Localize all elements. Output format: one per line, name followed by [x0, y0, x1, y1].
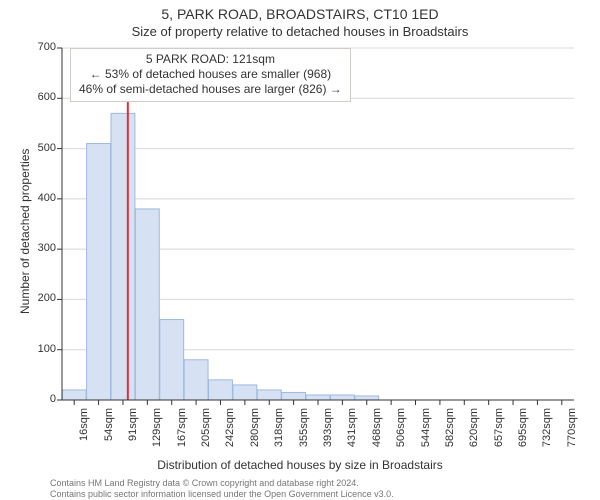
- y-tick-label: 500: [28, 142, 56, 154]
- x-tick-label: 167sqm: [176, 408, 188, 452]
- x-tick-label: 544sqm: [420, 408, 432, 452]
- x-tick-label: 506sqm: [395, 408, 407, 452]
- attribution-line2: Contains public sector information licen…: [50, 489, 394, 500]
- x-tick-label: 393sqm: [322, 408, 334, 452]
- x-tick-label: 129sqm: [151, 408, 163, 452]
- x-tick-label: 16sqm: [78, 408, 90, 452]
- annotation-line3: 46% of semi-detached houses are larger (…: [79, 82, 342, 97]
- annotation-box: 5 PARK ROAD: 121sqm ← 53% of detached ho…: [70, 48, 351, 102]
- x-tick-label: 770sqm: [566, 408, 578, 452]
- y-tick-label: 100: [28, 343, 56, 355]
- y-tick-label: 700: [28, 41, 56, 53]
- page: 5, PARK ROAD, BROADSTAIRS, CT10 1ED Size…: [0, 0, 600, 500]
- x-tick-label: 620sqm: [468, 408, 480, 452]
- x-tick-label: 205sqm: [200, 408, 212, 452]
- x-tick-label: 91sqm: [127, 408, 139, 452]
- y-tick-label: 600: [28, 91, 56, 103]
- x-tick-label: 242sqm: [224, 408, 236, 452]
- x-tick-label: 582sqm: [444, 408, 456, 452]
- y-axis-label: Number of detached properties: [18, 149, 32, 314]
- y-tick-label: 200: [28, 292, 56, 304]
- annotation-line2: ← 53% of detached houses are smaller (96…: [79, 67, 342, 82]
- x-tick-label: 280sqm: [249, 408, 261, 452]
- x-axis-label: Distribution of detached houses by size …: [0, 458, 600, 472]
- attribution: Contains HM Land Registry data © Crown c…: [50, 478, 394, 500]
- x-tick-label: 695sqm: [517, 408, 529, 452]
- y-tick-label: 300: [28, 242, 56, 254]
- y-tick-label: 400: [28, 192, 56, 204]
- x-tick-label: 318sqm: [273, 408, 285, 452]
- x-tick-label: 657sqm: [493, 408, 505, 452]
- x-tick-label: 468sqm: [371, 408, 383, 452]
- y-tick-label: 0: [28, 393, 56, 405]
- x-tick-label: 355sqm: [298, 408, 310, 452]
- annotation-line1: 5 PARK ROAD: 121sqm: [79, 52, 342, 67]
- x-tick-label: 732sqm: [541, 408, 553, 452]
- x-tick-label: 431sqm: [346, 408, 358, 452]
- attribution-line1: Contains HM Land Registry data © Crown c…: [50, 478, 394, 489]
- x-tick-label: 54sqm: [103, 408, 115, 452]
